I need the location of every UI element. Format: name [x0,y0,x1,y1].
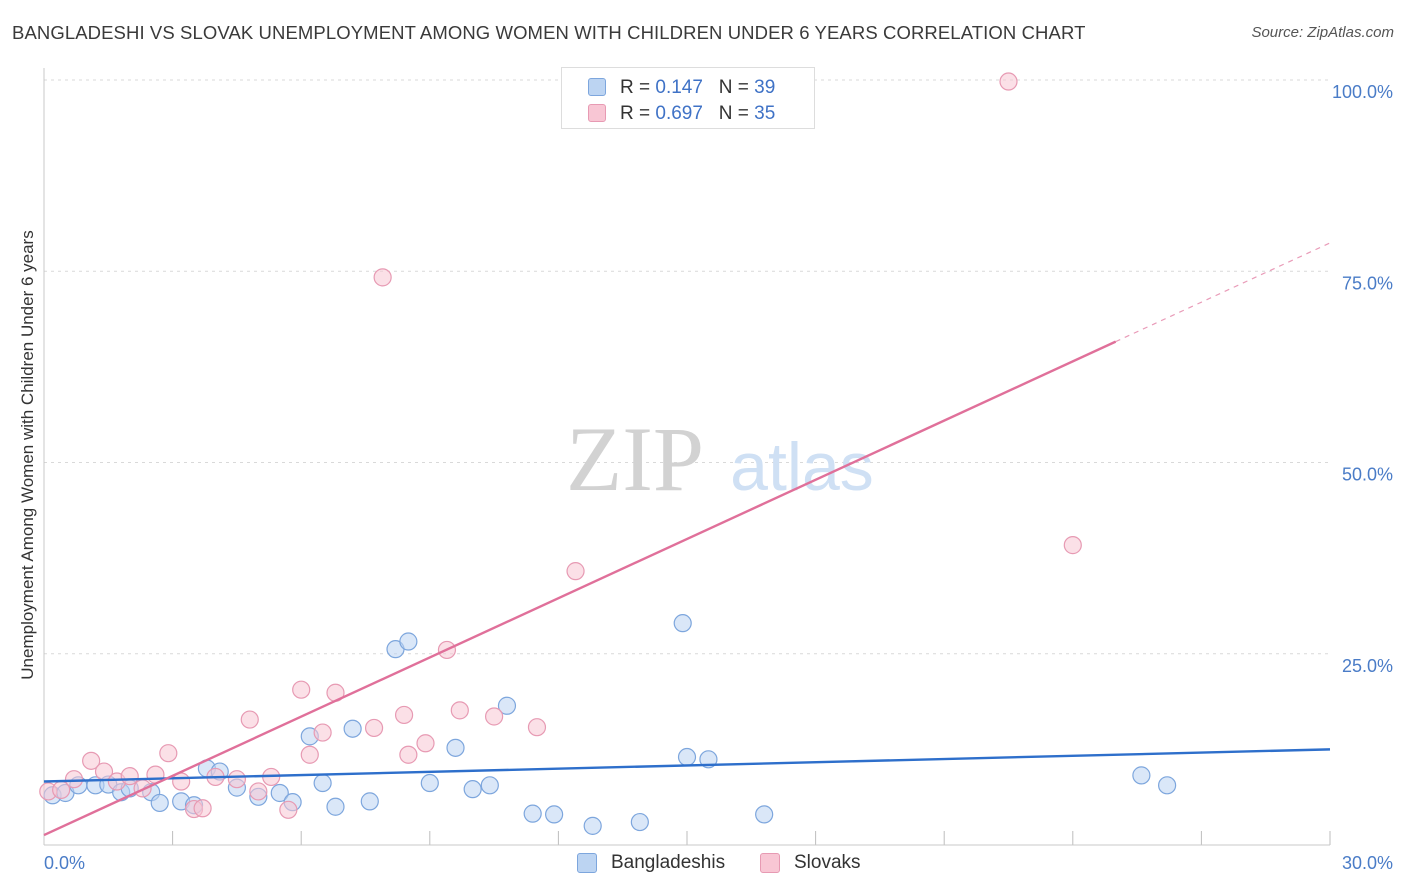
slovaks-point [64,770,84,789]
bangladeshis-point [326,797,345,816]
bangladeshis-point [480,776,499,795]
slovaks-point [364,718,384,738]
y-tick-label: 25.0% [1342,656,1393,676]
axes [43,68,1331,846]
bangladeshis-point [150,793,169,813]
bangladeshis-point [360,792,379,811]
chart-title: BANGLADESHI VS SLOVAK UNEMPLOYMENT AMONG… [12,22,1086,43]
slovaks-point [1063,536,1082,555]
slovaks-point [159,744,178,763]
legend: Bangladeshis Slovaks [0,852,1406,878]
bangladeshis-point [463,780,482,799]
bangladeshis-point [545,805,564,824]
bangladeshis-point [270,783,289,803]
bangladeshis-point [420,773,439,793]
bangladeshis-point [313,773,332,793]
y-tick-label: 50.0% [1342,465,1393,485]
slovaks-legend-swatch [760,853,780,873]
x-tick-label: 0.0% [44,853,85,873]
r-label: R = [620,103,656,124]
bangladeshis-swatch [588,78,606,96]
bangladeshis-point [446,738,465,757]
legend-label-slovaks: Slovaks [794,852,861,873]
slovaks-point [279,800,298,819]
slovaks-point [485,707,504,726]
r-label: R = [620,77,656,98]
data-points [39,72,1177,835]
slovaks-point [227,770,246,789]
r-value-slovaks: 0.697 [655,103,703,124]
bangladeshis-point [699,750,718,769]
slovaks-point [240,710,259,729]
slovaks-point [399,745,418,764]
slovaks-point [82,751,101,770]
slovaks-point [450,701,469,720]
legend-label-bangladeshis: Bangladeshis [611,852,726,873]
slovaks-swatch [588,104,606,122]
bangladeshis-legend-swatch [577,853,597,873]
slovaks-point [292,680,311,699]
n-label: N = [718,77,755,98]
n-value-bangladeshis: 39 [754,77,776,98]
bangladeshis-point [523,804,542,823]
bangladeshis-point [677,747,697,767]
legend-stats: R = 0.147 N = 39 R = 0.697 N = 35 [561,67,815,129]
slovaks-point [313,723,332,742]
slovaks-trend-line [43,340,1117,837]
slovaks-point [300,745,319,764]
bangladeshis-point [755,805,774,824]
bangladeshis-point [497,696,517,715]
slovaks-point [373,268,392,287]
watermark-atlas: atlas [730,429,874,505]
y-tick-label: 100.0% [1332,82,1393,102]
n-value-slovaks: 35 [754,103,776,124]
slovaks-trend-line-extension [1115,242,1331,343]
slovaks-point [120,767,139,786]
bangladeshis-point [673,614,692,633]
slovaks-point [249,782,268,801]
slovaks-point [566,562,585,581]
slovaks-point [193,799,212,818]
bangladeshis-point [583,816,602,835]
slovaks-point [416,734,435,753]
y-tick-label: 75.0% [1342,273,1393,293]
bangladeshis-point [630,812,649,832]
r-value-bangladeshis: 0.147 [655,77,703,98]
bangladeshis-point [343,719,362,738]
source-label: Source: ZipAtlas.com [1251,24,1394,41]
n-label: N = [718,103,755,124]
watermark: ZIP atlas [566,408,874,510]
grid [44,79,1330,655]
slovaks-point [999,72,1018,91]
watermark-zip: ZIP [566,408,704,510]
slovaks-point [527,718,547,737]
slovaks-point [394,705,414,725]
tick-labels: 25.0% 50.0% 75.0% 100.0% 0.0% 30.0% [44,82,1393,873]
trend-lines [43,242,1331,837]
bangladeshis-point [399,632,418,651]
x-tick-label: 30.0% [1342,853,1393,873]
bangladeshis-point [1158,776,1177,795]
bangladeshis-trend-line [43,748,1331,783]
bangladeshis-point [1132,766,1151,785]
